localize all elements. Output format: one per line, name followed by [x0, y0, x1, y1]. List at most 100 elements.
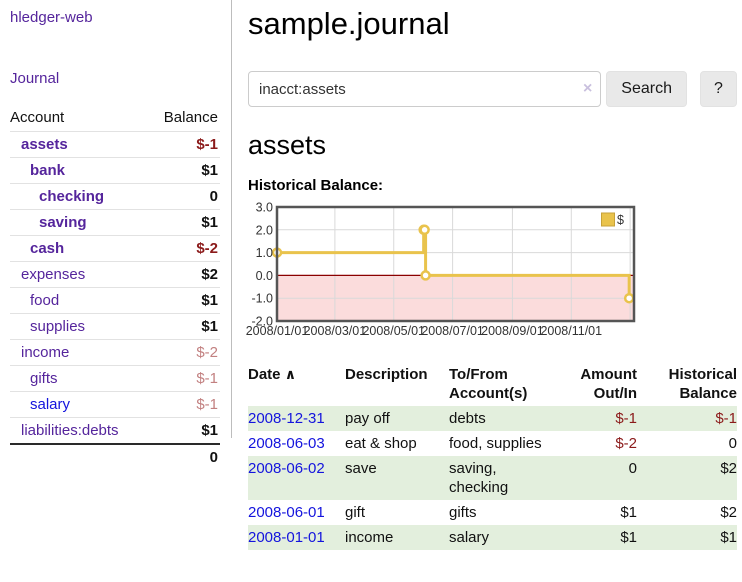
x-axis-tick-label: 2008/07/01 [421, 324, 484, 338]
cell-description: gift [345, 504, 366, 521]
search-bar: × Search ? [248, 71, 737, 107]
y-axis-tick-label: -2.0 [251, 315, 273, 329]
cell-balance: $1 [720, 529, 737, 546]
account-row: food $1 [10, 287, 220, 314]
y-axis-tick-label: 0.0 [256, 269, 273, 283]
account-link-income[interactable]: income [21, 344, 70, 361]
legend-label: $ [617, 213, 624, 227]
sidebar-item-journal[interactable]: Journal [10, 70, 60, 87]
account-link-gifts[interactable]: gifts [30, 370, 58, 387]
register-table: Date ∧ Description To/From Account(s) Am… [248, 362, 737, 550]
cell-accounts: gifts [449, 504, 477, 521]
column-header-balance: Historical Balance [668, 366, 737, 402]
column-header-description: Description [345, 366, 428, 383]
cell-accounts: salary [449, 529, 490, 546]
cell-date: 2008-06-03 [248, 431, 345, 456]
transaction-row: 2008-06-02 save saving, checking 0 $2 [248, 456, 737, 500]
x-axis-tick-label: 2008/01/01 [246, 324, 309, 338]
plot-border [275, 205, 636, 323]
transaction-row: 2008-01-01 income salary $1 $1 [248, 525, 737, 550]
account-link-expenses[interactable]: expenses [21, 266, 86, 283]
sidebar: hledger-web Journal Account Balance asse… [0, 0, 232, 470]
cell-description: pay off [345, 410, 390, 427]
transaction-date-link[interactable]: 2008-12-31 [248, 410, 325, 427]
account-balance: $1 [148, 313, 220, 340]
chart-title: Historical Balance: [248, 177, 384, 194]
transaction-row: 2008-12-31 pay off debts $-1 $-1 [248, 406, 737, 431]
account-balance: $1 [148, 157, 220, 184]
transaction-date-link[interactable]: 2008-06-02 [248, 460, 325, 477]
account-row: assets $-1 [10, 131, 220, 158]
account-balance: $-1 [148, 365, 220, 392]
cell-date: 2008-06-01 [248, 500, 345, 525]
account-balance: $-1 [148, 131, 220, 158]
account-row: saving $1 [10, 209, 220, 236]
sort-ascending-icon: ∧ [284, 366, 297, 382]
account-balance: 0 [148, 183, 220, 210]
y-axis-tick-label: 2.0 [256, 223, 273, 237]
cell-date: 2008-06-02 [248, 456, 345, 500]
cell-amount: 0 [628, 460, 637, 477]
account-row: cash $-2 [10, 235, 220, 262]
account-link-checking[interactable]: checking [39, 188, 105, 205]
account-link-bank[interactable]: bank [30, 162, 66, 179]
search-button[interactable]: Search [606, 71, 687, 107]
help-button[interactable]: ? [700, 71, 737, 107]
page-title: sample.journal [248, 6, 450, 41]
cell-date: 2008-12-31 [248, 406, 345, 431]
clear-search-icon[interactable]: × [582, 80, 593, 97]
account-balance: $-2 [148, 235, 220, 262]
chart-svg: $3.0 2.0 1.0 0.0 -1.0 -2.02008/01/012008/03/0… [246, 201, 636, 338]
cell-amount: $1 [620, 529, 637, 546]
cell-balance: $2 [720, 504, 737, 521]
transaction-date-link[interactable]: 2008-01-01 [248, 529, 325, 546]
account-row: salary $-1 [10, 391, 220, 418]
accounts-total-row: 0 [10, 443, 220, 470]
account-balance: $1 [148, 417, 220, 444]
account-balance: $-2 [148, 339, 220, 366]
account-balance: $1 [148, 287, 220, 314]
cell-balance: $-1 [715, 410, 737, 427]
y-axis-tick-label: -1.0 [251, 292, 273, 306]
account-link-liabilities-debts[interactable]: liabilities:debts [21, 422, 119, 439]
transaction-row: 2008-06-03 eat & shop food, supplies $-2 0 [248, 431, 737, 456]
app-title-link[interactable]: hledger-web [10, 9, 93, 26]
account-link-food[interactable]: food [30, 292, 60, 309]
accounts-header-account: Account [10, 109, 65, 126]
cell-accounts: saving, checking [449, 460, 509, 496]
account-row: expenses $2 [10, 261, 220, 288]
x-axis-tick-label: 2008/05/01 [362, 324, 425, 338]
data-point-marker [419, 224, 430, 236]
account-balance: $2 [148, 261, 220, 288]
account-row: liabilities:debts $1 [10, 417, 220, 444]
search-input[interactable] [248, 71, 602, 107]
account-link-saving[interactable]: saving [39, 214, 87, 231]
account-link-supplies[interactable]: supplies [30, 318, 86, 335]
search-input-wrap: × [248, 71, 602, 107]
cell-balance: $2 [720, 460, 737, 477]
account-link-salary[interactable]: salary [30, 396, 71, 413]
account-row: checking 0 [10, 183, 220, 210]
column-header-date[interactable]: Date ∧ [248, 366, 297, 383]
account-link-assets[interactable]: assets [21, 136, 68, 153]
account-balance: $1 [148, 209, 220, 236]
accounts-total-value: 0 [148, 443, 220, 470]
account-heading: assets [248, 130, 327, 160]
main-content: sample.journal × Search ? assets Histori… [246, 0, 737, 550]
account-link-cash[interactable]: cash [30, 240, 65, 257]
column-header-amount: Amount Out/In [580, 366, 637, 402]
account-row: bank $1 [10, 157, 220, 184]
cell-accounts: debts [449, 410, 486, 427]
transaction-date-link[interactable]: 2008-06-01 [248, 504, 325, 521]
transaction-row: 2008-06-01 gift gifts $1 $2 [248, 500, 737, 525]
data-point-marker [420, 270, 431, 281]
y-axis-tick-label: 1.0 [256, 246, 273, 260]
cell-date: 2008-01-01 [248, 525, 345, 550]
account-balance: $-1 [148, 391, 220, 418]
transaction-date-link[interactable]: 2008-06-03 [248, 435, 325, 452]
x-axis-tick-label: 2008/11/01 [540, 324, 602, 338]
y-axis-tick-label: 3.0 [256, 201, 273, 215]
legend-swatch [601, 212, 615, 227]
accounts-table: Account Balance assets $-1 bank $1 checking 0… [10, 105, 220, 470]
cell-amount: $-2 [615, 435, 637, 452]
